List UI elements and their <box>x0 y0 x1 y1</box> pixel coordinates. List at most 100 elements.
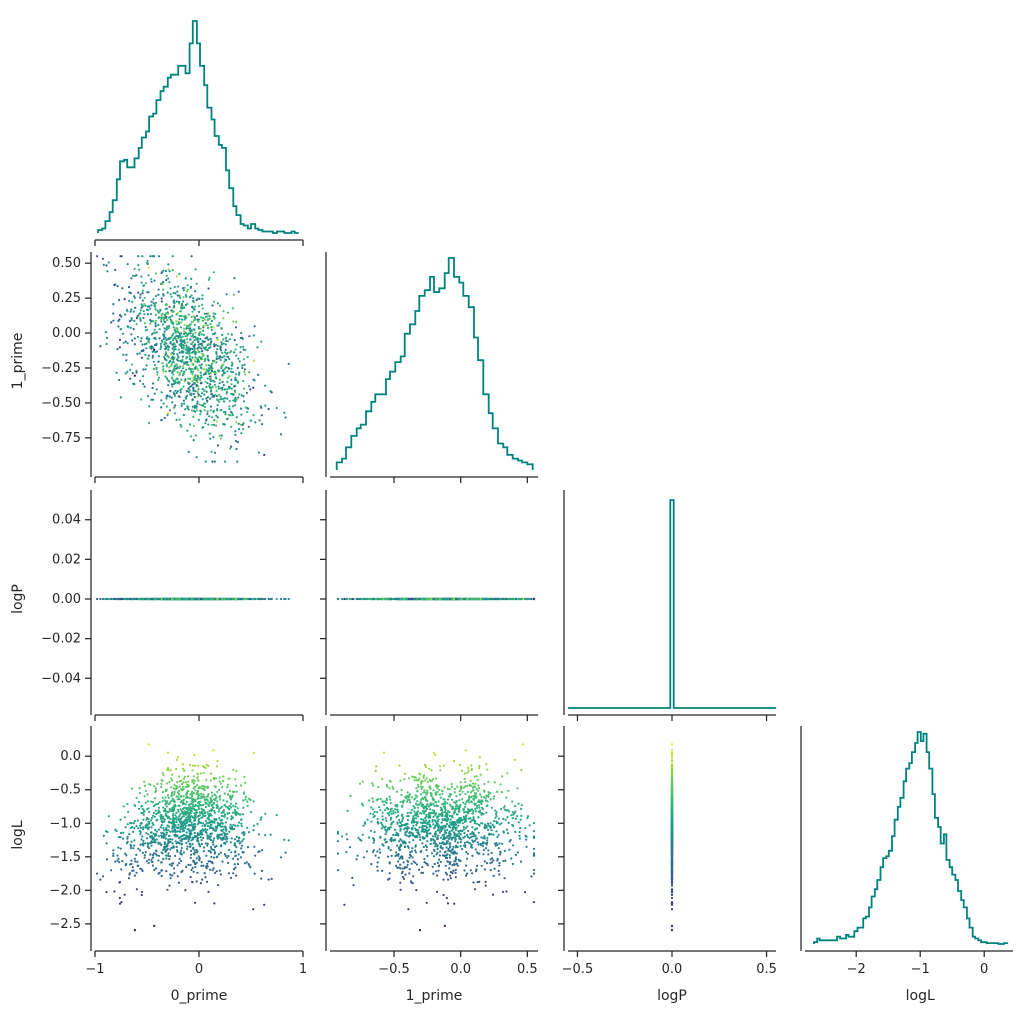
scatter-point <box>214 371 217 374</box>
scatter-point <box>190 294 193 297</box>
scatter-point <box>231 371 234 374</box>
scatter-point <box>130 277 133 280</box>
scatter-point <box>215 424 218 427</box>
scatter-point <box>148 337 151 341</box>
scatter-point <box>186 429 189 432</box>
scatter-point <box>153 392 156 395</box>
scatter-point <box>188 358 191 361</box>
scatter-point <box>213 848 216 851</box>
scatter-point <box>107 261 110 264</box>
scatter-point <box>175 377 178 380</box>
scatter-point <box>193 376 196 379</box>
scatter-point <box>207 372 211 375</box>
scatter-point <box>159 345 163 348</box>
scatter-point <box>237 357 240 360</box>
scatter-point <box>183 306 186 309</box>
scatter-point <box>169 360 172 363</box>
scatter-point <box>148 822 151 825</box>
scatter-point <box>160 314 163 317</box>
scatter-point <box>131 300 134 303</box>
scatter-point <box>234 373 238 376</box>
scatter-point <box>150 800 153 803</box>
scatter-point <box>189 327 192 330</box>
scatter-point <box>134 860 137 863</box>
scatter-point <box>163 313 166 317</box>
scatter-point <box>228 400 231 403</box>
scatter-point <box>192 315 196 318</box>
scatter-point <box>182 795 185 798</box>
scatter-point <box>201 387 204 391</box>
scatter-point <box>174 854 177 858</box>
scatter-point <box>185 351 189 354</box>
scatter-point <box>167 268 170 271</box>
scatter-point <box>173 366 176 370</box>
scatter-point <box>205 385 208 389</box>
scatter-point <box>135 316 138 320</box>
scatter-point <box>209 779 213 782</box>
scatter-point <box>161 800 164 803</box>
scatter-point <box>207 764 210 768</box>
scatter-point <box>132 869 135 872</box>
scatter-point <box>216 597 219 601</box>
scatter-point <box>201 355 204 358</box>
scatter-point <box>190 315 193 318</box>
scatter-point <box>163 320 166 323</box>
scatter-point <box>205 397 208 400</box>
scatter-point <box>462 597 466 601</box>
scatter-point <box>440 597 443 601</box>
scatter-point <box>198 811 201 814</box>
scatter-point <box>133 319 136 322</box>
scatter-point <box>186 341 189 344</box>
scatter-point <box>199 371 202 374</box>
scatter-point <box>178 837 181 840</box>
scatter-point <box>164 370 168 373</box>
scatter-point <box>207 597 210 601</box>
scatter-point <box>191 299 194 302</box>
scatter-point <box>180 342 183 345</box>
scatter-point <box>183 775 186 779</box>
scatter-point <box>183 318 186 321</box>
scatter-point <box>191 373 194 376</box>
scatter-point <box>240 847 243 850</box>
scatter-point <box>140 303 143 306</box>
scatter-point <box>218 434 221 437</box>
scatter-point <box>204 324 207 327</box>
scatter-point <box>194 343 197 346</box>
scatter-point <box>213 820 216 823</box>
scatter-point <box>151 822 154 825</box>
scatter-point <box>236 807 239 810</box>
scatter-point <box>186 775 190 778</box>
scatter-point <box>182 327 186 330</box>
scatter-point <box>126 370 129 373</box>
scatter-point <box>159 348 162 351</box>
scatter-point <box>218 780 221 783</box>
scatter-point <box>157 355 161 358</box>
scatter-point <box>123 313 127 316</box>
scatter-point <box>175 811 178 815</box>
scatter-point <box>223 360 226 363</box>
scatter-point <box>206 410 209 413</box>
scatter-point <box>229 597 232 601</box>
scatter-point <box>218 400 221 403</box>
scatter-point <box>213 345 216 348</box>
scatter-point <box>161 340 164 343</box>
scatter-point <box>150 597 153 601</box>
scatter-point <box>197 327 201 330</box>
scatter-point <box>105 342 108 346</box>
scatter-point <box>187 324 190 328</box>
scatter-point <box>346 597 349 601</box>
scatter-point <box>185 344 188 347</box>
scatter-point <box>173 369 176 372</box>
scatter-point <box>133 374 136 377</box>
scatter-point <box>173 783 176 786</box>
scatter-point <box>142 310 145 313</box>
scatter-point <box>178 395 181 398</box>
scatter-point <box>228 789 231 793</box>
scatter-point <box>213 317 216 320</box>
scatter-point <box>234 378 237 382</box>
scatter-point <box>142 826 145 829</box>
scatter-point <box>144 789 148 792</box>
scatter-point <box>222 397 225 400</box>
scatter-point <box>171 269 174 272</box>
